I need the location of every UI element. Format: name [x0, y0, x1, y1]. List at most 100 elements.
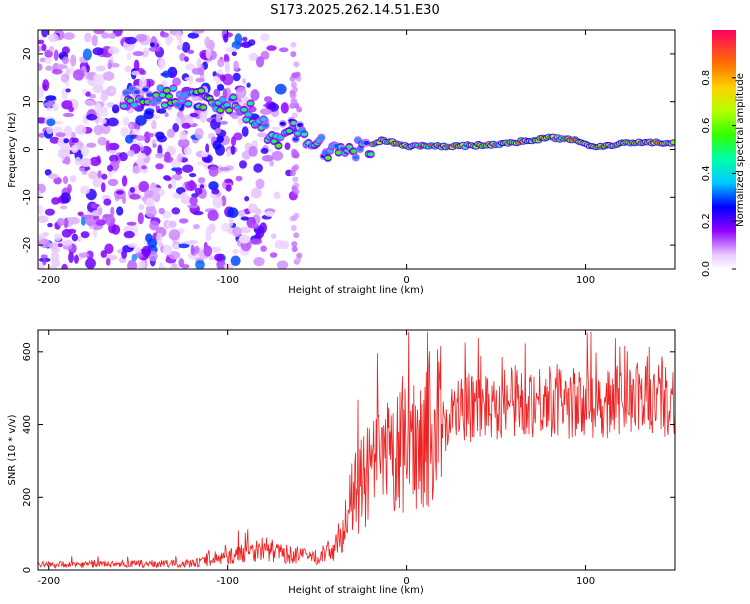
noise-blob — [292, 176, 299, 183]
noise-blob — [293, 188, 300, 195]
colorbar-tick-label: 0.8 — [701, 70, 712, 86]
noise-blob — [95, 74, 106, 86]
noise-blob — [236, 86, 247, 99]
noise-blob — [250, 238, 263, 245]
noise-blob — [225, 184, 232, 192]
noise-blob — [57, 243, 63, 248]
noise-blob — [183, 146, 192, 156]
noise-blob — [79, 167, 86, 172]
noise-blob — [69, 175, 77, 183]
noise-blob — [111, 104, 120, 114]
noise-blob — [73, 254, 79, 264]
noise-blob — [216, 136, 224, 143]
noise-blob — [126, 221, 137, 226]
noise-blob — [197, 161, 204, 166]
noise-blob — [44, 169, 52, 176]
noise-blob — [62, 176, 69, 184]
noise-blob — [67, 100, 72, 107]
noise-blob — [120, 127, 129, 137]
noise-blob — [57, 64, 68, 70]
noise-blob — [291, 148, 298, 155]
noise-blob — [82, 48, 92, 61]
noise-blob — [88, 171, 98, 180]
ridge-blob — [279, 121, 286, 126]
noise-blob — [85, 257, 96, 269]
noise-blob — [178, 38, 184, 49]
noise-blob — [225, 47, 237, 53]
noise-blob — [177, 243, 190, 249]
noise-blob — [121, 249, 127, 259]
noise-blob — [109, 154, 119, 163]
noise-blob — [105, 140, 111, 152]
ridge-blob — [224, 103, 230, 107]
noise-blob — [194, 128, 204, 140]
noise-blob — [218, 167, 230, 171]
ridge-blob — [198, 88, 205, 93]
noise-blob — [195, 77, 205, 83]
ridge-blob — [146, 92, 153, 97]
noise-blob — [69, 66, 75, 75]
noise-blob — [108, 170, 113, 177]
noise-blob — [46, 126, 54, 135]
y-tick-label: 400 — [22, 415, 33, 434]
ridge-blob — [120, 104, 127, 109]
noise-blob — [213, 253, 224, 262]
noise-blob — [135, 115, 147, 126]
noise-blob — [264, 96, 273, 103]
ridge-blob — [157, 86, 164, 91]
noise-blob — [290, 81, 297, 88]
noise-blob — [123, 230, 135, 239]
noise-blob — [93, 74, 98, 86]
noise-blob — [293, 212, 300, 219]
noise-blob — [133, 59, 140, 72]
noise-blob — [124, 36, 137, 45]
ridge-blob — [297, 123, 303, 127]
noise-blob — [181, 41, 191, 53]
noise-blob — [41, 43, 47, 52]
noise-blob — [187, 32, 199, 39]
ridge-blob — [324, 155, 331, 160]
noise-blob — [159, 262, 164, 269]
noise-blob — [141, 50, 149, 58]
top-x-axis-label: Height of straight line (km) — [288, 285, 424, 296]
noise-blob — [101, 173, 108, 180]
noise-blob — [148, 46, 161, 52]
noise-blob — [205, 48, 212, 60]
noise-blob — [229, 217, 234, 227]
noise-blob — [291, 112, 298, 119]
noise-blob — [182, 164, 194, 173]
noise-blob — [105, 214, 116, 227]
noise-blob — [164, 112, 169, 117]
noise-blob — [60, 73, 70, 83]
noise-blob — [231, 51, 237, 57]
noise-blob — [224, 61, 231, 74]
noise-blob — [84, 99, 95, 107]
ridge-blob — [127, 98, 134, 103]
x-tick-label: 0 — [403, 576, 409, 587]
noise-blob — [255, 228, 265, 239]
noise-blob — [63, 217, 69, 229]
noise-blob — [276, 260, 289, 269]
colorbar-label: Normalized spectral amplitude — [735, 73, 746, 227]
noise-blob — [227, 207, 239, 218]
noise-blob — [53, 126, 63, 134]
noise-blob — [122, 116, 130, 127]
noise-blob — [62, 112, 75, 118]
y-tick-label: -10 — [22, 189, 33, 205]
noise-blob — [38, 132, 46, 138]
noise-blob — [215, 114, 221, 123]
noise-blob — [253, 257, 265, 267]
noise-blob — [177, 153, 183, 163]
noise-blob — [284, 142, 291, 150]
noise-blob — [53, 177, 62, 185]
bottom-x-axis-label: Height of straight line (km) — [288, 585, 424, 596]
noise-blob — [224, 178, 233, 184]
noise-blob — [41, 30, 49, 38]
noise-blob — [143, 110, 154, 120]
noise-blob — [155, 163, 164, 170]
noise-blob — [132, 51, 144, 57]
noise-blob — [291, 241, 298, 248]
noise-blob — [185, 181, 198, 192]
noise-blob — [180, 192, 188, 199]
